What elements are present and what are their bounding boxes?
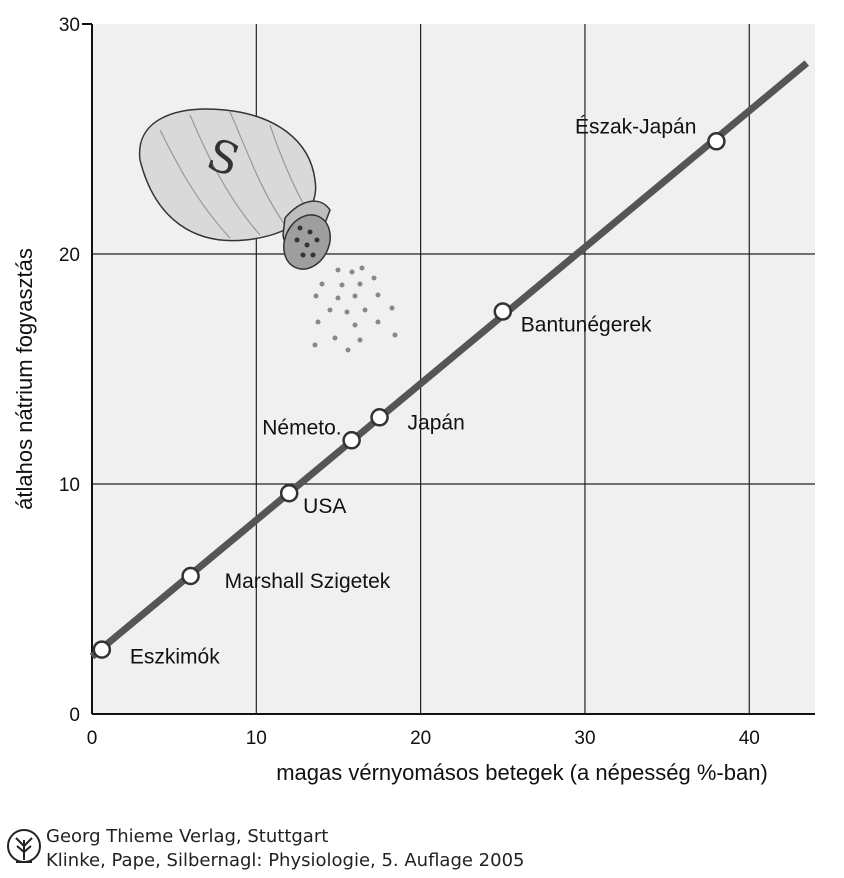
data-point <box>370 408 389 427</box>
y-tick-label: 10 <box>59 475 80 496</box>
data-point-label: USA <box>303 495 346 518</box>
salt-hypertension-chart: 0 10 20 30 40 0 10 20 30 magas vérnyomásos betege… <box>12 15 815 785</box>
x-tick-label: 40 <box>739 728 760 749</box>
axes <box>82 23 815 715</box>
credit-publisher: Georg Thieme Verlag, Stuttgart <box>46 826 329 847</box>
salt-shaker-icon: S <box>138 108 331 270</box>
x-tick-label: 10 <box>246 728 267 749</box>
y-tick-label: 0 <box>69 705 80 726</box>
data-point <box>707 132 726 151</box>
credit-citation: Klinke, Pape, Silbernagl: Physiologie, 5… <box>46 850 525 871</box>
trend-line <box>89 60 810 660</box>
salt-grains <box>312 265 398 353</box>
y-tick-label: 30 <box>59 15 80 36</box>
x-tick-label: 0 <box>87 728 98 749</box>
data-point <box>92 640 112 659</box>
thieme-logo-icon <box>7 829 41 863</box>
x-tick-label: 30 <box>574 728 595 749</box>
x-axis-title: magas vérnyomásos betegek (a népesség %-… <box>276 760 768 785</box>
data-point <box>181 566 200 586</box>
data-point <box>342 431 361 450</box>
y-tick-label: 20 <box>59 245 80 266</box>
data-point-label: Észak-Japán <box>575 115 696 138</box>
x-tick-label: 20 <box>410 728 431 749</box>
data-series: Eszkimók Marshall Szigetek USA Németo. Japán… <box>89 60 810 669</box>
data-point-label: Eszkimók <box>130 646 220 669</box>
data-point-label: Japán <box>408 411 465 434</box>
data-point-label: Marshall Szigetek <box>225 570 391 593</box>
y-axis-title: átlahos nátrium fogyasztás <box>12 248 37 510</box>
tick-labels: 0 10 20 30 40 0 10 20 30 magas vérnyomásos betege… <box>12 15 768 785</box>
data-point <box>493 302 513 321</box>
data-point <box>279 483 299 503</box>
data-point-label: Németo. <box>262 416 341 439</box>
data-point-label: Bantunégerek <box>521 314 652 337</box>
